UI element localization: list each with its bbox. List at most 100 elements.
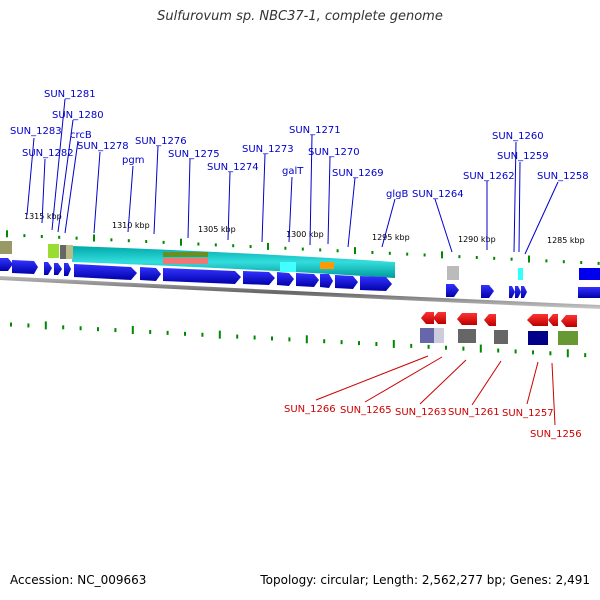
scale-tick: [354, 247, 356, 255]
scale-tick: [528, 255, 530, 263]
scale-tick: [458, 255, 461, 259]
forward-gene: [335, 275, 358, 289]
gene-label: SUN_1273: [242, 144, 294, 155]
scale-tick: [514, 349, 517, 354]
scale-tick: [232, 244, 235, 248]
scale-tick: [27, 323, 30, 328]
feature-box: [434, 328, 444, 343]
scale-tick: [358, 341, 360, 346]
gene-label: glgB: [386, 189, 408, 200]
scale-tick: [97, 327, 99, 332]
reverse-gene: [484, 314, 496, 326]
scale-tick: [166, 330, 169, 335]
forward-gene: [521, 286, 527, 298]
forward-gene-track: [0, 258, 600, 298]
reverse-gene: [457, 313, 477, 325]
scale-tick: [493, 256, 496, 260]
scale-tick: [388, 251, 391, 255]
reverse-gene-labels: SUN_1266 SUN_1265 SUN_1263 SUN_1261 SUN_…: [284, 404, 582, 440]
gene-label: SUN_1259: [497, 151, 549, 162]
scale-label: 1305 kbp: [198, 225, 236, 234]
gene-label: SUN_1266: [284, 404, 336, 415]
scale-tick: [180, 238, 182, 246]
forward-gene-labels: SUN_1281 SUN_1280 SUN_1283 crcB SUN_1282…: [10, 89, 589, 200]
scale-tick: [462, 346, 465, 351]
scale-tick: [340, 340, 343, 345]
scale-tick: [110, 238, 113, 242]
scale-tick: [10, 322, 12, 327]
scale-tick: [197, 242, 200, 246]
forward-gene: [140, 267, 161, 281]
genome-summary: Topology: circular; Length: 2,562,277 bp…: [260, 573, 590, 587]
scale-tick: [475, 255, 478, 259]
gene-label: SUN_1261: [448, 407, 500, 418]
scale-tick: [114, 328, 117, 333]
scale-tick: [375, 342, 378, 347]
feature-box: [48, 244, 59, 258]
gene-label: SUN_1278: [77, 141, 129, 152]
feature-box: [447, 266, 459, 280]
forward-gene: [481, 285, 494, 298]
scale-tick: [184, 331, 186, 336]
forward-gene: [277, 272, 294, 286]
scale-tick: [249, 245, 252, 249]
forward-gene: [64, 263, 71, 276]
gene-label: SUN_1269: [332, 168, 384, 179]
forward-gene: [515, 286, 521, 298]
scale-tick: [597, 261, 600, 265]
scale-tick: [58, 235, 61, 239]
scale-tick: [336, 249, 339, 253]
scale-tick: [497, 348, 500, 353]
reverse-leader-lines: [315, 355, 556, 426]
feature-box: [60, 245, 66, 259]
scale-ticks: [6, 230, 600, 358]
scale-tick: [319, 248, 322, 252]
scale-tick: [75, 236, 78, 240]
scale-tick: [44, 321, 47, 330]
scale-label: 1315 kbp: [24, 212, 62, 221]
scale-tick: [267, 242, 269, 250]
scale-tick: [6, 230, 8, 238]
gene-label: SUN_1265: [340, 405, 392, 416]
forward-gene: [74, 264, 137, 280]
forward-leader-lines: [26, 98, 559, 255]
gene-label: SUN_1283: [10, 126, 62, 137]
feature-box: [280, 262, 296, 272]
scale-tick: [201, 332, 204, 337]
scale-tick: [580, 261, 583, 265]
scale-tick: [236, 334, 239, 339]
reverse-gene: [548, 314, 558, 326]
forward-gene: [509, 286, 515, 298]
scale-tick: [305, 335, 308, 344]
feature-box: [558, 331, 578, 345]
scale-tick: [441, 251, 443, 259]
feature-box: [320, 262, 334, 269]
reverse-gene: [433, 312, 446, 324]
scale-tick: [127, 239, 130, 243]
scale-tick: [427, 344, 430, 349]
feature-box: [579, 268, 600, 280]
gene-label: SUN_1256: [530, 429, 582, 440]
scale-tick: [406, 252, 409, 256]
feature-box: [163, 252, 208, 257]
scale-tick: [131, 326, 134, 335]
forward-gene: [446, 284, 459, 297]
scale-tick: [479, 344, 482, 353]
feature-box: [528, 331, 548, 345]
feature-box: [0, 241, 12, 254]
scale-tick: [445, 345, 447, 350]
feature-track-band: [72, 246, 395, 278]
scale-tick: [40, 234, 43, 238]
forward-gene: [360, 276, 392, 291]
gene-label: crcB: [70, 130, 92, 141]
scale-tick: [545, 259, 548, 263]
gene-label: SUN_1275: [168, 149, 220, 160]
gene-label: SUN_1263: [395, 407, 447, 418]
scale-tick: [392, 339, 395, 348]
forward-gene: [12, 260, 38, 274]
scale-tick: [253, 335, 256, 340]
gene-label: SUN_1281: [44, 89, 96, 100]
forward-gene: [296, 273, 319, 287]
scale-tick: [510, 257, 513, 261]
